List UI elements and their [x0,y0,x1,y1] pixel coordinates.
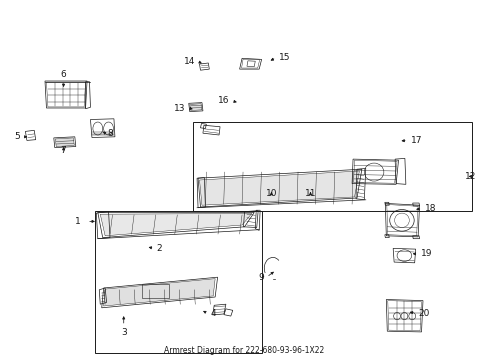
Polygon shape [103,279,215,306]
Text: 17: 17 [410,136,422,145]
Polygon shape [55,138,74,147]
Text: 16: 16 [218,96,229,105]
Polygon shape [189,104,202,111]
Text: 4: 4 [210,309,216,318]
Text: 13: 13 [174,104,185,112]
Text: 12: 12 [465,172,476,181]
Text: 20: 20 [417,309,428,318]
Text: 3: 3 [121,328,126,337]
Text: 10: 10 [265,189,277,198]
Polygon shape [305,177,321,193]
Bar [142,284,168,298]
Polygon shape [199,171,359,205]
Text: 18: 18 [425,204,436,213]
Text: 6: 6 [61,70,66,79]
Text: 9: 9 [258,273,264,282]
Text: 11: 11 [304,189,316,198]
Bar [95,211,261,353]
Text: 7: 7 [61,146,66,155]
Text: 14: 14 [184,57,195,66]
Text: 2: 2 [156,244,162,253]
Text: 19: 19 [420,249,431,258]
Text: 1: 1 [75,217,81,226]
Text: Armrest Diagram for 222-680-93-96-1X22: Armrest Diagram for 222-680-93-96-1X22 [164,346,324,355]
Text: 5: 5 [14,132,20,141]
Text: 15: 15 [278,53,290,62]
Text: 8: 8 [107,129,113,138]
Polygon shape [100,213,251,236]
Bar [193,122,471,211]
